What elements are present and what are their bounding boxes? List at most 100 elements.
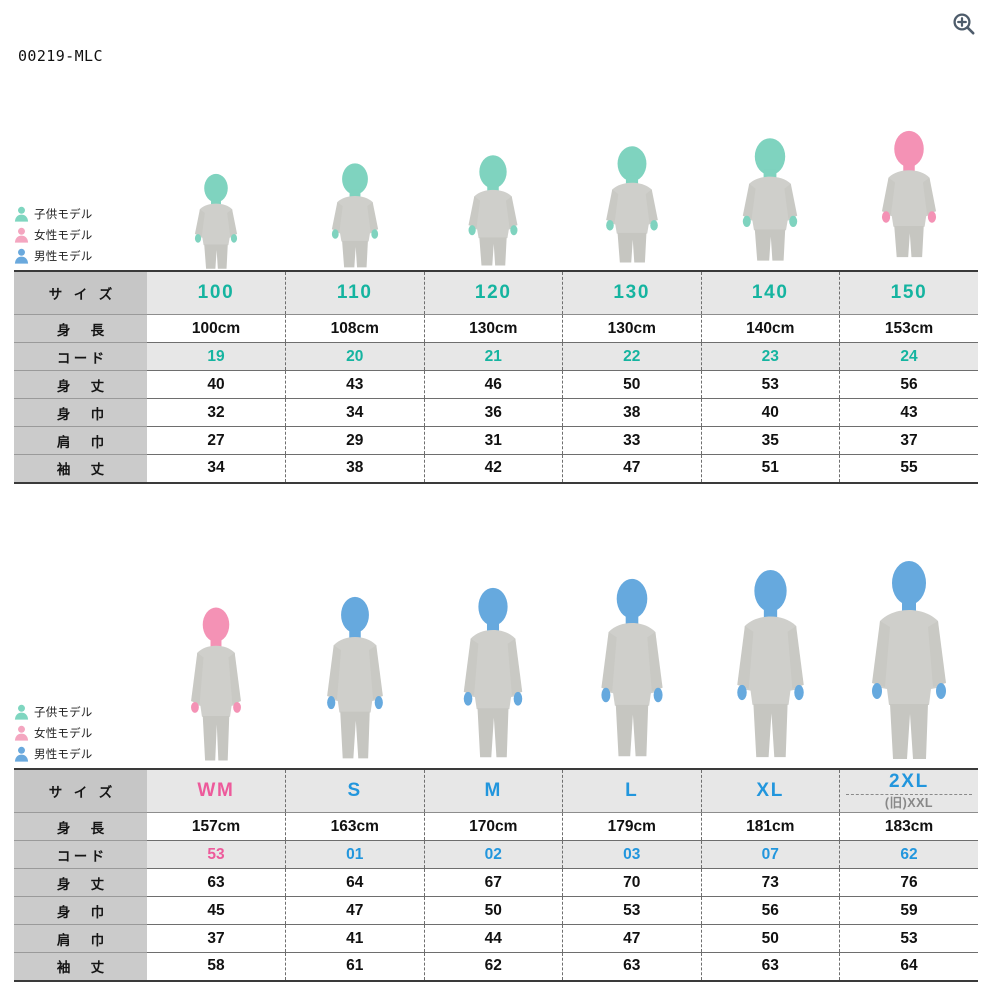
sleeve-length-130: 47 [562,454,701,483]
height-140: 140cm [700,314,840,343]
height-150: 153cm [839,314,978,343]
row-label-height: 身 長 [14,314,147,343]
body-length-l: 70 [562,868,701,897]
sleeve-length-120: 42 [423,454,563,483]
zoom-in-button[interactable] [948,8,980,40]
body-length-130: 50 [562,370,701,399]
height-120: 130cm [423,314,563,343]
size-header-2xl: 2XL (旧)XXL [839,769,978,813]
model-figure-140 [701,100,840,270]
table-row-sleeve-length: 袖 丈 34 38 42 47 51 55 [14,454,978,483]
person-icon [14,704,29,720]
product-code: 00219-MLC [18,47,103,65]
row-label-body-length: 身 丈 [14,370,147,399]
kids-figure-band: 子供モデル 女性モデル 男性モデル [14,100,978,270]
body-length-120: 46 [423,370,563,399]
shoulder-width-110: 29 [285,426,424,455]
code-140: 23 [700,342,840,371]
kids-section: 子供モデル 女性モデル 男性モデル [14,100,978,484]
size-header-110: 110 [285,271,424,315]
legend-kids: 子供モデル 女性モデル 男性モデル [14,203,150,266]
table-row-body-width: 身 巾 32 34 36 38 40 43 [14,398,978,427]
size-header-l: L [562,769,701,813]
height-wm: 157cm [147,812,286,841]
shoulder-width-100: 27 [147,426,286,455]
person-icon [14,746,29,762]
person-icon [14,248,29,264]
body-width-s: 47 [285,896,424,925]
female-mannequin-icon [881,130,936,258]
size-header-2xl-main: 2XL [889,770,929,792]
male-mannequin-icon [737,569,804,758]
legend-item-female: 女性モデル [14,722,150,743]
height-130: 130cm [562,314,701,343]
male-mannequin-icon [326,596,383,759]
shoulder-width-150: 37 [839,426,978,455]
row-label-height: 身 長 [14,812,147,841]
sleeve-length-100: 34 [147,454,286,483]
height-100: 100cm [147,314,286,343]
code-2xl: 62 [839,840,978,869]
code-130: 22 [562,342,701,371]
child-mannequin-icon [468,155,518,266]
adult-section: 子供モデル 女性モデル 男性モデル [14,530,978,982]
table-row-body-length: 身 丈 63 64 67 70 73 76 [14,868,978,897]
shoulder-width-xl: 50 [700,924,840,953]
size-header-wm: WM [147,769,286,813]
height-xl: 181cm [700,812,840,841]
legend-item-male: 男性モデル [14,245,150,266]
person-icon [14,227,29,243]
model-figure-m [424,530,563,768]
legend-label-male: 男性モデル [34,746,93,761]
height-2xl: 183cm [839,812,978,841]
legend-item-male: 男性モデル [14,743,150,764]
code-l: 03 [562,840,701,869]
code-100: 19 [147,342,286,371]
table-row-size: サ イ ズ 100 110 120 130 140 150 [14,271,978,315]
table-row-shoulder-width: 肩 巾 27 29 31 33 35 37 [14,426,978,455]
size-header-130: 130 [562,271,701,315]
row-label-size: サ イ ズ [14,769,147,813]
legend-label-male: 男性モデル [34,248,93,263]
row-label-size: サ イ ズ [14,271,147,315]
body-length-s: 64 [285,868,424,897]
shoulder-width-130: 33 [562,426,701,455]
row-label-code: コード [14,840,147,869]
model-figure-xl [701,530,840,768]
model-figure-l [563,530,702,768]
child-mannequin-icon [195,173,238,269]
size-header-s: S [285,769,424,813]
body-length-2xl: 76 [839,868,978,897]
row-label-code: コード [14,342,147,371]
row-label-body-length: 身 丈 [14,868,147,897]
model-figure-wm [147,530,286,768]
legend-label-child: 子供モデル [34,206,93,221]
sleeve-length-l: 63 [562,952,701,981]
table-row-height: 身 長 100cm 108cm 130cm 130cm 140cm 153cm [14,314,978,343]
zoom-in-magnifier-icon [953,13,975,35]
sleeve-length-2xl: 64 [839,952,978,981]
female-mannequin-icon [191,607,242,761]
model-figure-2xl [840,530,979,768]
code-m: 02 [423,840,563,869]
body-length-xl: 73 [700,868,840,897]
sleeve-length-wm: 58 [147,952,286,981]
shoulder-width-s: 41 [285,924,424,953]
adult-figure-band: 子供モデル 女性モデル 男性モデル [14,530,978,768]
model-figure-s [286,530,425,768]
body-width-100: 32 [147,398,286,427]
model-figure-150 [840,100,979,270]
model-figure-130 [563,100,702,270]
height-110: 108cm [285,314,424,343]
body-length-wm: 63 [147,868,286,897]
shoulder-width-l: 47 [562,924,701,953]
model-figure-110 [286,100,425,270]
height-s: 163cm [285,812,424,841]
body-width-m: 50 [423,896,563,925]
sleeve-length-150: 55 [839,454,978,483]
code-110: 20 [285,342,424,371]
table-row-sleeve-length: 袖 丈 58 61 62 63 63 64 [14,952,978,981]
legend-adult: 子供モデル 女性モデル 男性モデル [14,701,150,764]
kids-size-table: サ イ ズ 100 110 120 130 140 150 身 長 100cm … [14,270,978,484]
legend-item-female: 女性モデル [14,224,150,245]
